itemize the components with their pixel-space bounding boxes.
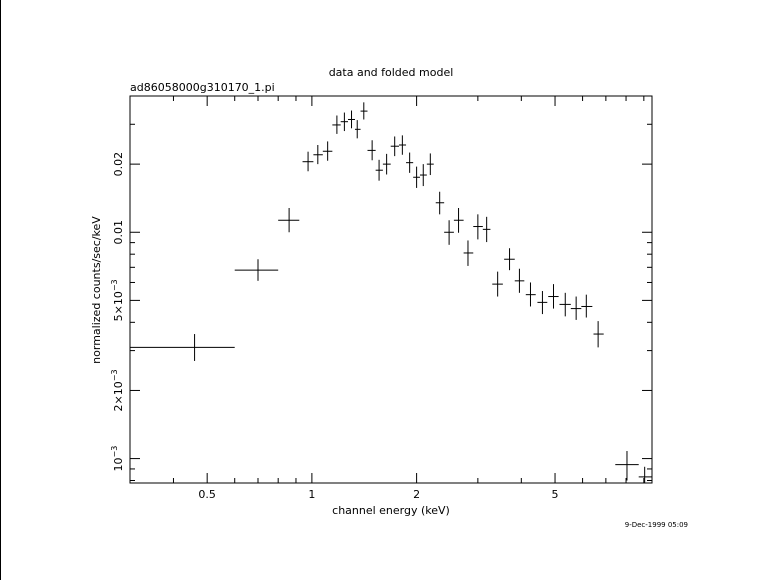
timestamp-label: 9-Dec-1999 05:09 [625,521,688,529]
plot-frame [129,95,653,484]
data-point [375,159,383,181]
data-point [537,291,548,315]
axis-ticks [129,95,652,483]
data-point [581,294,593,318]
data-point [615,451,639,481]
x-tick-label: 5 [552,488,559,501]
axis-tick-labels: 0.5 1 2 5 10−3 2×10−3 5×10−3 0.01 0.02 [110,152,559,501]
y-axis-label: normalized counts/sec/keV [90,216,103,364]
data-point [322,141,333,161]
x-tick-label: 1 [308,488,315,501]
data-point [473,214,483,240]
data-point [453,207,464,233]
data-point [419,164,427,187]
data-point [492,271,503,297]
y-tick-label: 0.02 [112,152,125,177]
y-tick-label: 0.01 [112,220,125,245]
data-point [444,220,454,245]
data-point [234,259,279,281]
data-point [367,140,376,161]
data-point [130,334,235,361]
data-points [130,102,652,483]
data-point [340,112,348,132]
data-point [347,110,355,129]
data-point [570,296,582,320]
x-tick-label: 0.5 [198,488,216,501]
data-point [382,153,391,175]
data-point [413,166,420,188]
chart-subtitle: ad86058000g310170_1.pi [130,81,275,94]
data-point [302,151,314,172]
data-point [313,144,323,165]
data-point [390,136,399,157]
data-point [398,135,407,155]
x-axis-label: channel energy (keV) [332,504,450,517]
chart-title: data and folded model [329,66,454,79]
x-tick-label: 2 [413,488,420,501]
data-point [514,268,525,293]
left-border-line [0,0,1,580]
y-tick-label: 10−3 [110,446,125,472]
data-point [463,240,474,266]
data-point [360,102,368,120]
data-point [593,321,604,348]
data-point [426,153,434,176]
y-tick-label: 5×10−3 [110,279,125,321]
data-point [406,152,414,173]
data-point [482,216,491,243]
data-point [435,191,445,215]
data-point [525,282,536,307]
data-point [332,115,341,134]
data-point [559,292,571,317]
data-point [354,120,361,139]
data-point [504,248,515,271]
data-point [278,207,300,233]
y-tick-label: 2×10−3 [110,369,125,411]
data-point [548,284,559,309]
data-point [638,466,652,483]
